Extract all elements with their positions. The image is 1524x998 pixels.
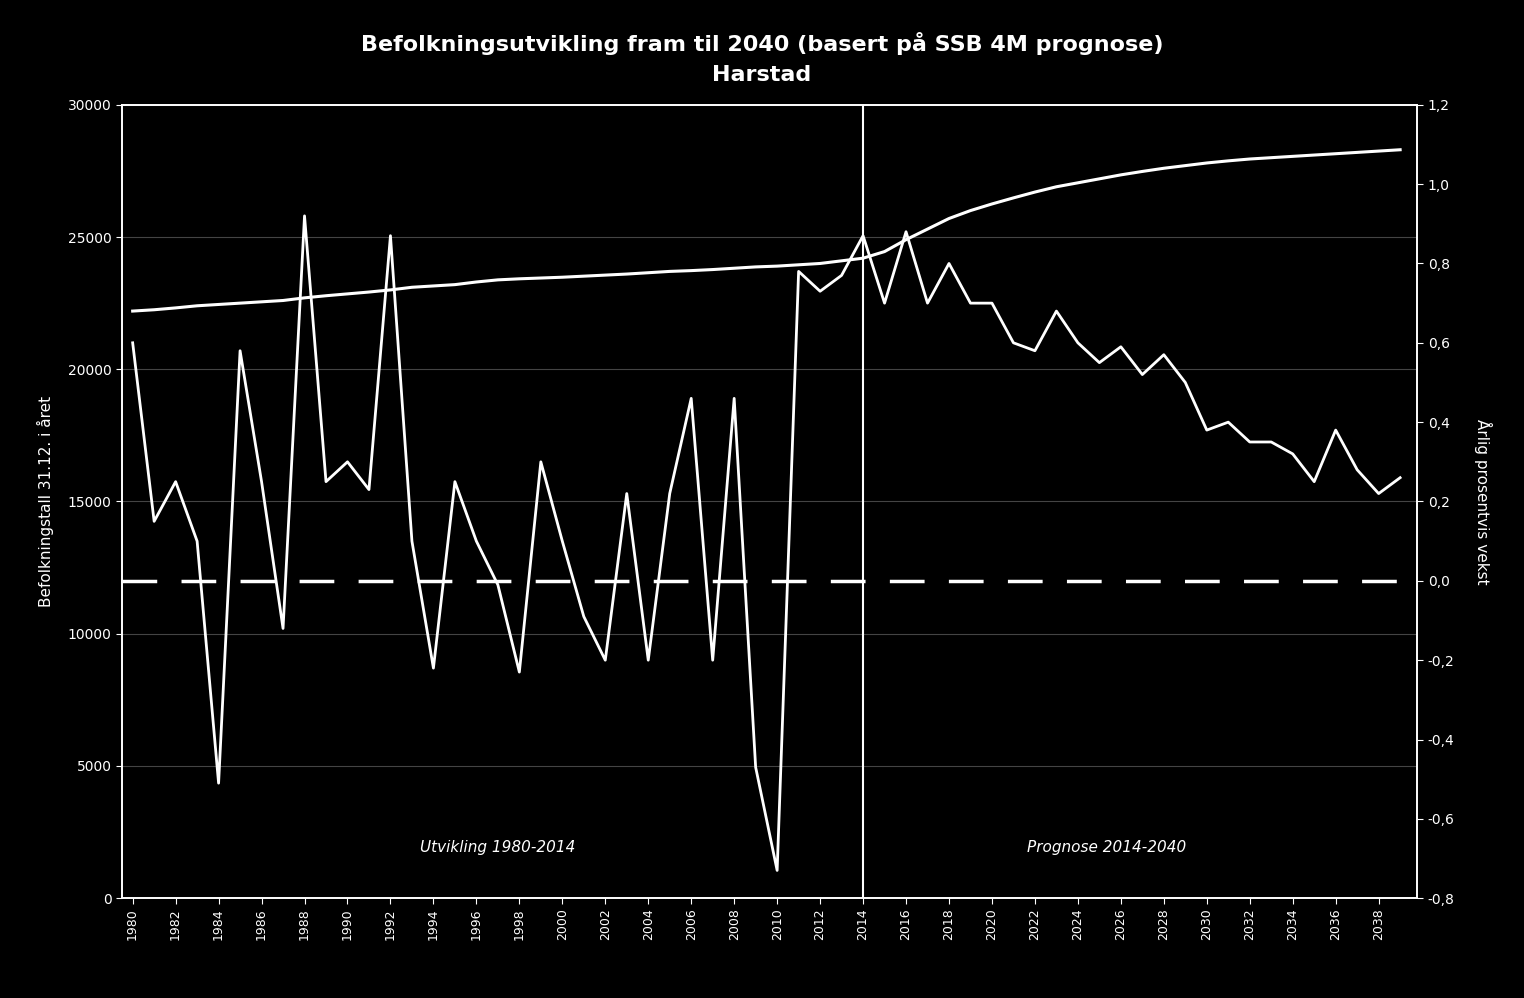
Y-axis label: Årlig prosentvis vekst: Årlig prosentvis vekst: [1474, 419, 1492, 584]
Text: Befolkningsutvikling fram til 2040 (basert på SSB 4M prognose): Befolkningsutvikling fram til 2040 (base…: [361, 32, 1163, 55]
Text: Utvikling 1980-2014: Utvikling 1980-2014: [421, 839, 575, 854]
Text: Prognose 2014-2040: Prognose 2014-2040: [1027, 839, 1186, 854]
Y-axis label: Befolkningstall 31.12. i året: Befolkningstall 31.12. i året: [37, 396, 53, 607]
Text: Harstad: Harstad: [712, 65, 812, 85]
